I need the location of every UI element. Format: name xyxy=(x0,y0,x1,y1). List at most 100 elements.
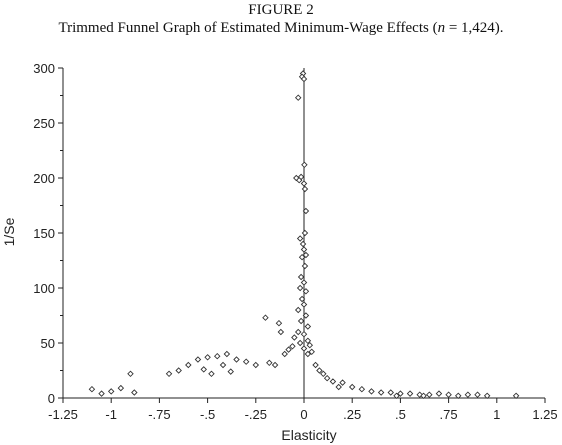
y-tick-label: 0 xyxy=(48,391,55,406)
y-tick-label: 150 xyxy=(33,226,55,241)
data-point xyxy=(285,346,292,353)
data-point xyxy=(304,350,312,358)
data-point xyxy=(512,392,520,400)
figure-title-n: n xyxy=(437,20,446,36)
data-point xyxy=(204,354,211,361)
data-point xyxy=(294,306,302,314)
data-point xyxy=(296,235,304,242)
data-point xyxy=(297,273,305,281)
data-point xyxy=(165,370,173,378)
x-tick-label: -.25 xyxy=(245,407,267,422)
data-point xyxy=(291,334,298,341)
data-point xyxy=(377,389,385,396)
data-point xyxy=(298,253,306,261)
data-point xyxy=(88,385,96,393)
data-point xyxy=(107,388,115,395)
data-point xyxy=(335,383,342,391)
x-tick-label: 1 xyxy=(493,407,500,422)
data-point xyxy=(397,390,404,397)
data-point xyxy=(300,75,308,83)
data-point xyxy=(304,337,312,345)
data-point xyxy=(358,385,366,393)
data-point xyxy=(281,350,288,358)
data-point xyxy=(302,288,310,295)
y-tick-label: 300 xyxy=(33,61,55,76)
data-point xyxy=(293,174,300,182)
x-tick-label: -.75 xyxy=(148,407,170,422)
data-point xyxy=(420,392,427,400)
data-point xyxy=(117,384,125,392)
data-point xyxy=(271,361,279,369)
data-point xyxy=(297,173,305,181)
data-point xyxy=(275,319,283,327)
y-axis-label: 1/Se xyxy=(1,217,17,246)
data-point xyxy=(426,391,433,398)
data-point xyxy=(302,312,310,319)
y-tick-label: 50 xyxy=(41,336,55,351)
data-point xyxy=(464,391,472,398)
data-point xyxy=(300,301,308,308)
data-point xyxy=(302,207,310,215)
y-tick-label: 200 xyxy=(33,171,55,186)
data-point xyxy=(316,367,323,374)
figure-title-prefix: Trimmed Funnel Graph of Estimated Minimu… xyxy=(58,20,438,36)
data-point xyxy=(301,229,309,237)
data-point xyxy=(214,352,221,360)
data-point xyxy=(127,370,134,378)
x-tick-label: -1 xyxy=(105,407,117,422)
data-point xyxy=(175,367,182,374)
data-point xyxy=(387,389,394,396)
data-point xyxy=(483,392,491,400)
figure-number: FIGURE 2 xyxy=(248,2,314,18)
x-ticks: -1.25 -1 -.75 -.5 -.25 0 .25 .5 .75 1 1.25 xyxy=(48,398,558,422)
data-point xyxy=(219,361,227,369)
data-point xyxy=(227,368,234,375)
data-point xyxy=(208,370,215,378)
data-point xyxy=(474,391,481,398)
data-point xyxy=(223,350,231,358)
data-point xyxy=(320,370,327,378)
data-point xyxy=(131,389,138,396)
figure-title: Trimmed Funnel Graph of Estimated Minimu… xyxy=(0,20,562,37)
data-point xyxy=(323,374,331,382)
data-point xyxy=(194,356,202,363)
x-tick-label: .25 xyxy=(343,407,361,422)
data-point xyxy=(242,358,250,365)
y-ticks: 0 50 100 150 200 250 300 xyxy=(33,61,63,406)
data-point xyxy=(300,330,308,338)
figure-title-suffix: = 1,424). xyxy=(445,20,504,36)
data-point xyxy=(266,359,273,367)
data-point xyxy=(98,390,105,397)
x-axis-label: Elasticity xyxy=(281,427,336,443)
data-point xyxy=(300,246,308,253)
data-point xyxy=(348,383,356,391)
data-point xyxy=(308,348,315,356)
data-point xyxy=(300,180,308,187)
data-point xyxy=(262,314,269,321)
data-point xyxy=(393,392,400,400)
data-point xyxy=(306,341,314,349)
data-point xyxy=(296,284,304,292)
data-point xyxy=(294,94,302,101)
data-point xyxy=(296,339,304,347)
data-point xyxy=(289,343,296,350)
y-tick-label: 250 xyxy=(33,116,55,131)
x-tick-label: 0 xyxy=(300,407,307,422)
data-point xyxy=(277,328,285,336)
data-point xyxy=(300,345,308,352)
data-point xyxy=(185,361,192,369)
data-point xyxy=(301,161,308,169)
data-point xyxy=(200,366,207,373)
data-point xyxy=(368,388,375,395)
data-point xyxy=(435,390,443,397)
x-tick-label: .5 xyxy=(395,407,406,422)
data-point xyxy=(233,356,240,363)
data-point xyxy=(297,317,305,325)
data-point xyxy=(298,295,306,303)
data-point xyxy=(312,361,319,369)
x-tick-label: -1.25 xyxy=(48,407,78,422)
data-point xyxy=(294,328,302,336)
data-point xyxy=(301,185,309,193)
data-point xyxy=(406,390,414,397)
